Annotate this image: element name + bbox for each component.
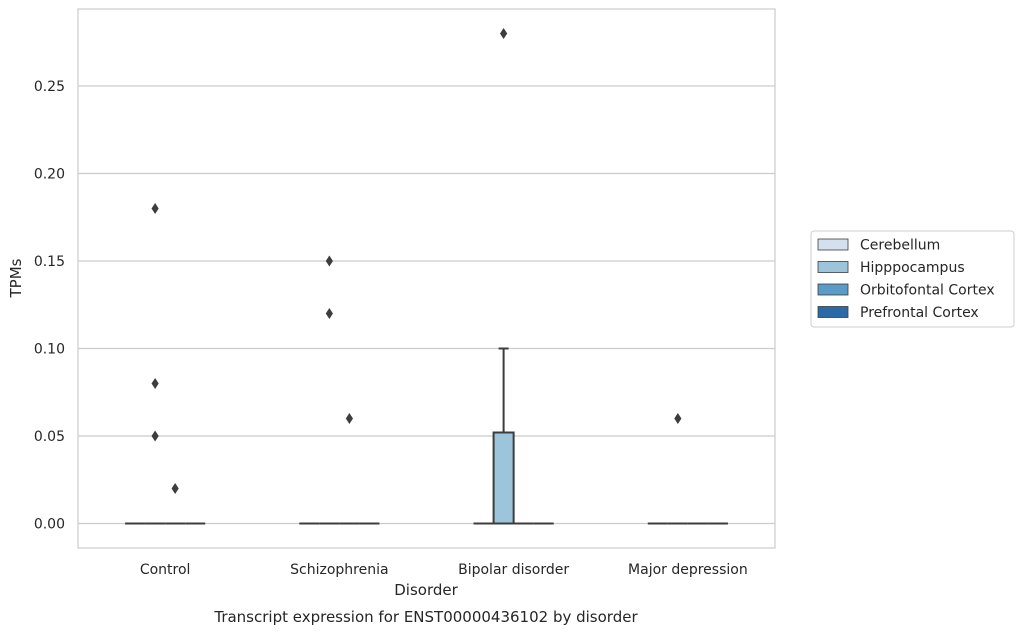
outlier-point bbox=[674, 413, 682, 424]
outlier-point bbox=[171, 483, 179, 494]
legend-frame bbox=[810, 230, 1015, 328]
outlier-point bbox=[500, 28, 508, 39]
outlier-point bbox=[151, 203, 159, 214]
y-tick-label: 0.00 bbox=[34, 517, 65, 533]
legend-label: Orbitofontal Cortex bbox=[860, 283, 995, 299]
x-axis-label: Disorder bbox=[394, 581, 458, 599]
legend-swatch bbox=[817, 283, 849, 296]
outlier-point bbox=[151, 430, 159, 442]
x-tick-label: Control bbox=[140, 562, 191, 578]
x-tick-label: Schizophrenia bbox=[290, 562, 388, 578]
y-axis-ticks: 0.00 0.05 0.10 0.15 0.20 0.25 bbox=[34, 79, 65, 533]
y-tick-label: 0.15 bbox=[34, 254, 65, 270]
y-tick-label: 0.25 bbox=[34, 79, 65, 95]
y-tick-label: 0.05 bbox=[34, 429, 65, 445]
legend-label: Cerebellum bbox=[860, 238, 940, 254]
x-tick-label: Major depression bbox=[628, 562, 748, 578]
plot-frame bbox=[77, 8, 776, 549]
legend-swatch bbox=[817, 306, 849, 318]
outlier-point bbox=[151, 378, 159, 389]
y-tick-label: 0.20 bbox=[34, 167, 65, 183]
outlier-point bbox=[345, 413, 353, 424]
legend-label: Prefrontal Cortex bbox=[860, 305, 979, 321]
y-tick-label: 0.10 bbox=[34, 342, 65, 358]
outlier-point bbox=[325, 308, 333, 319]
outlier-point bbox=[325, 255, 333, 267]
legend-swatch bbox=[817, 261, 849, 273]
x-tick-label: Bipolar disorder bbox=[458, 562, 569, 578]
grid-lines bbox=[78, 85, 775, 525]
x-axis-ticks: Control Schizophrenia Bipolar disorder Majo… bbox=[140, 562, 748, 578]
box-elements bbox=[125, 347, 728, 525]
legend-swatch bbox=[817, 238, 849, 251]
legend: Cerebellum Hipppocampus Orbitofontal Corte… bbox=[810, 230, 1015, 328]
y-axis-label: TPMs bbox=[7, 258, 25, 298]
chart-caption: Transcript expression for ENST0000043610… bbox=[213, 608, 638, 626]
box-body bbox=[492, 431, 515, 525]
outlier-points bbox=[151, 28, 682, 494]
legend-label: Hipppocampus bbox=[860, 260, 965, 276]
